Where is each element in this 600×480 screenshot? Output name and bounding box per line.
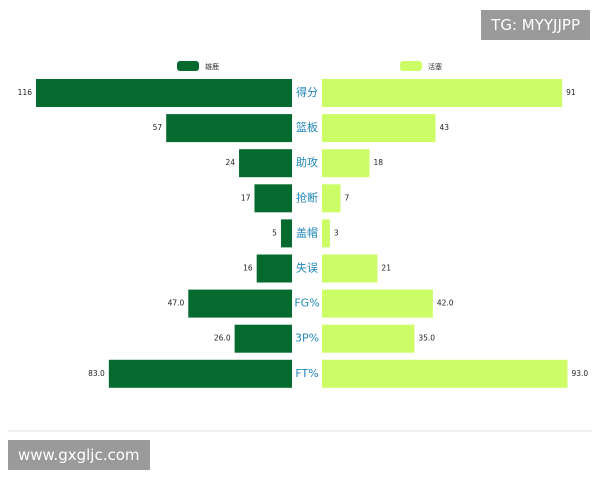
category-label: 3P%	[295, 332, 319, 345]
category-label: FT%	[295, 367, 318, 380]
value-label: 26.0	[214, 334, 231, 343]
bar	[322, 219, 330, 248]
bar	[322, 359, 568, 388]
watermark-badge: TG: MYYJJPP	[481, 10, 590, 40]
bar	[322, 324, 415, 353]
value-label: 42.0	[437, 299, 454, 308]
value-label: 93.0	[571, 369, 588, 378]
bar	[322, 114, 436, 143]
bar	[256, 254, 292, 283]
value-label: 18	[374, 158, 384, 167]
bar	[234, 324, 292, 353]
category-label: 得分	[296, 86, 318, 99]
legend-swatch	[400, 61, 422, 71]
legend-label: 活塞	[428, 62, 442, 71]
value-label: 83.0	[88, 369, 105, 378]
legend-label: 雄鹿	[205, 62, 219, 71]
category-label: FG%	[294, 297, 319, 310]
category-label: 失误	[296, 262, 318, 275]
category-label: 抢断	[296, 190, 318, 204]
bar	[36, 79, 292, 107]
category-label: 盖帽	[296, 225, 318, 239]
bar	[254, 184, 292, 213]
bar	[188, 289, 292, 318]
value-label: 7	[344, 193, 349, 202]
value-label: 57	[153, 123, 163, 132]
bar	[322, 149, 370, 178]
bar	[280, 219, 292, 248]
category-label: 助攻	[296, 155, 318, 169]
value-label: 24	[225, 158, 235, 167]
bar	[322, 289, 433, 318]
value-label: 43	[439, 123, 449, 132]
legend-swatch	[177, 61, 199, 71]
value-label: 3	[334, 228, 339, 237]
category-label: 篮板	[296, 120, 318, 134]
bar	[322, 254, 378, 283]
value-label: 35.0	[418, 334, 435, 343]
bar	[322, 184, 341, 213]
value-label: 5	[272, 228, 277, 237]
watermark-badge: www.gxgljc.com	[8, 440, 150, 470]
bar	[166, 114, 292, 143]
value-label: 16	[243, 264, 253, 273]
bar	[322, 79, 563, 107]
value-label: 21	[381, 264, 391, 273]
value-label: 116	[18, 88, 33, 97]
value-label: 47.0	[168, 299, 185, 308]
value-label: 91	[566, 88, 576, 97]
bar	[239, 149, 292, 178]
value-label: 17	[241, 193, 251, 202]
bar	[108, 359, 293, 388]
